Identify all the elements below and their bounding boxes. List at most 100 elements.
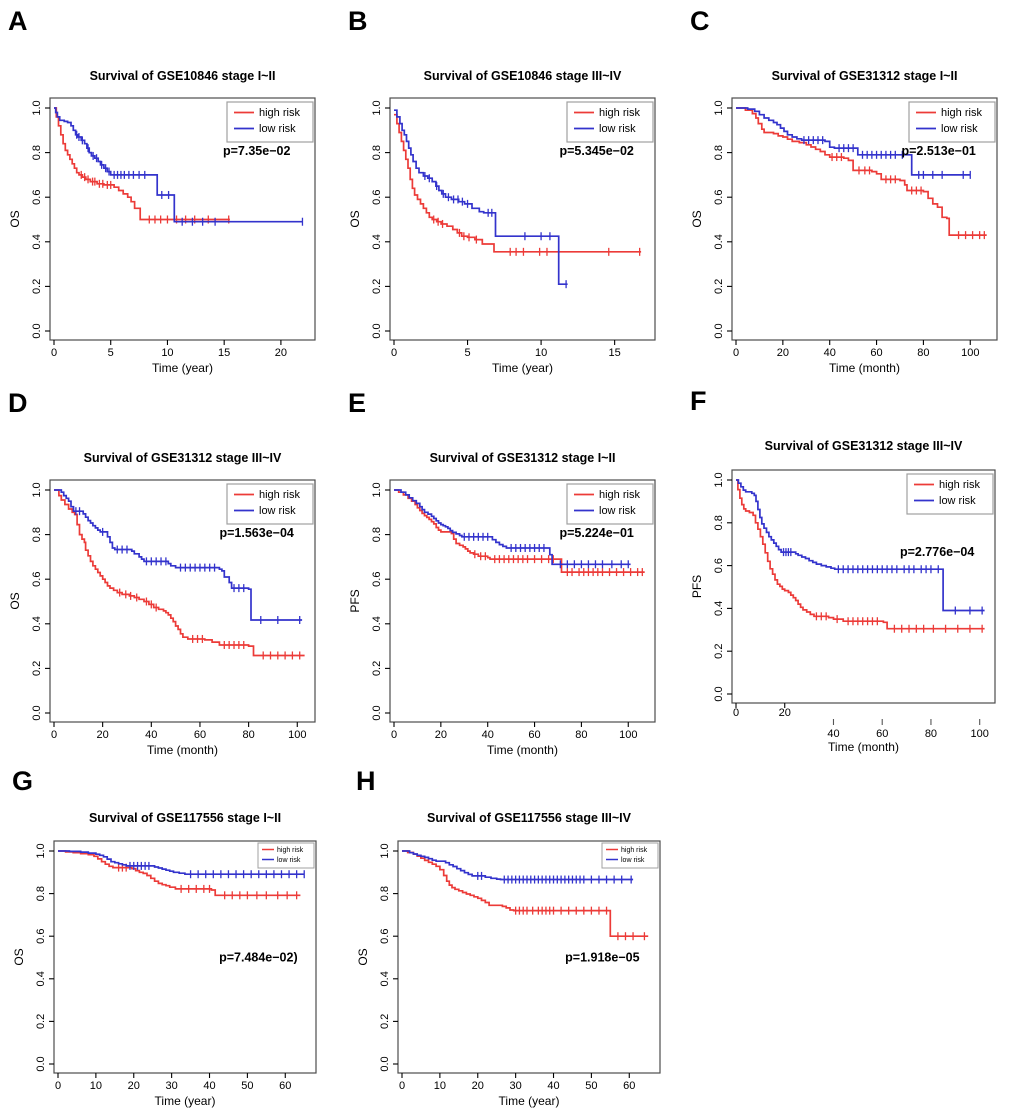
x-tick-label: 0	[51, 347, 57, 359]
y-axis-label: OS	[690, 210, 704, 227]
y-tick-label: 0.8	[713, 145, 725, 160]
km-curve-high-risk	[54, 107, 230, 221]
p-value-label: p=5.345e−02	[560, 144, 634, 158]
legend-label: low risk	[599, 505, 636, 517]
x-tick-label: 40	[145, 729, 157, 741]
x-tick-label: 20	[97, 729, 109, 741]
y-tick-label: 0.8	[31, 527, 43, 542]
x-tick-label: 10	[90, 1080, 102, 1092]
y-tick-label: 0.0	[713, 686, 725, 701]
km-curve-low-risk	[736, 107, 971, 176]
km-plot-h: Survival of GSE117556 stage III~IV 1.0 0.8…	[356, 811, 661, 1108]
y-tick-label: 1.0	[371, 482, 383, 497]
x-tick-label: 60	[623, 1080, 635, 1092]
y-tick-label: 0.6	[35, 929, 47, 944]
p-value-label: p=2.776e−04	[900, 545, 974, 559]
legend-box	[906, 473, 994, 515]
y-axis-label: OS	[8, 210, 22, 227]
y-axis-label: PFS	[348, 589, 362, 612]
x-tick-label: 80	[917, 347, 929, 359]
x-tick-label: 0	[55, 1080, 61, 1092]
plot-border	[731, 97, 998, 341]
plot-title: Survival of GSE31312 stage I~II	[772, 69, 958, 83]
p-value-label: p=1.563e−04	[220, 526, 294, 540]
x-axis-label: Time (year)	[499, 1094, 560, 1108]
legend-label: low risk	[939, 495, 976, 507]
x-tick-label: 80	[242, 729, 254, 741]
y-tick-label: 0.0	[31, 705, 43, 720]
plot-title: Survival of GSE117556 stage III~IV	[427, 811, 632, 825]
km-plot-d: Survival of GSE31312 stage III~IV 1.0 0.8 0…	[8, 451, 316, 757]
legend-label: high risk	[599, 107, 640, 119]
plot-title: Survival of GSE117556 stage I~II	[89, 811, 281, 825]
x-tick-label: 5	[464, 347, 470, 359]
x-tick-label: 0	[733, 347, 739, 359]
plot-border	[53, 840, 317, 1074]
km-curve-high-risk	[394, 489, 645, 573]
y-tick-label: 0.6	[31, 572, 43, 587]
x-tick-label: 60	[528, 729, 540, 741]
x-tick-label: 40	[547, 1080, 559, 1092]
y-tick-label: 1.0	[713, 472, 725, 487]
y-tick-label: 0.2	[379, 1014, 391, 1029]
plot-title: Survival of GSE10846 stage III~IV	[424, 69, 622, 83]
x-tick-label: 100	[961, 347, 979, 359]
legend-label: low risk	[259, 123, 296, 135]
y-tick-label: 0.0	[371, 323, 383, 338]
x-tick-label: 60	[279, 1080, 291, 1092]
x-tick-label: 10	[535, 347, 547, 359]
panel-h: H Survival of GSE117556 stage III~IV 1.0 0.…	[348, 760, 686, 1118]
y-tick-label: 0.6	[371, 190, 383, 205]
x-tick-label: 0	[399, 1080, 405, 1092]
x-tick-label: 30	[166, 1080, 178, 1092]
x-tick-label: 40	[482, 729, 494, 741]
y-tick-label: 1.0	[713, 100, 725, 115]
p-value-label: p=2.513e−01	[902, 144, 976, 158]
plot-title: Survival of GSE31312 stage III~IV	[765, 439, 963, 453]
plot-border	[49, 97, 316, 341]
km-curve-low-risk	[394, 109, 568, 286]
panel-c: C Survival of GSE31312 stage I~II 1.0 0.8 0.…	[682, 0, 1020, 380]
y-tick-label: 0.4	[371, 616, 383, 631]
x-tick-label: 20	[435, 729, 447, 741]
x-tick-label: 100	[288, 729, 306, 741]
panel-letter-h: H	[356, 766, 376, 796]
p-value-label: p=5.224e−01	[560, 526, 634, 540]
x-tick-label: 50	[241, 1080, 253, 1092]
legend-label: low risk	[599, 123, 636, 135]
x-tick-label: 100	[619, 729, 637, 741]
x-tick-label: 0	[51, 729, 57, 741]
panel-a: A Survival of GSE10846 stage I~II 1.0 0.8 0.…	[0, 0, 338, 380]
x-tick-label: 40	[203, 1080, 215, 1092]
panel-letter-b: B	[348, 6, 368, 36]
km-curve-low-risk	[58, 850, 305, 876]
legend-label: high risk	[621, 847, 648, 854]
panel-d: D Survival of GSE31312 stage III~IV 1.0 0.8…	[0, 382, 338, 762]
x-tick-label: 5	[108, 347, 114, 359]
x-tick-label: 0	[391, 729, 397, 741]
legend-box	[566, 483, 654, 525]
plot-border	[49, 479, 316, 723]
km-curve-low-risk	[402, 850, 634, 881]
y-tick-label: 0.4	[713, 601, 725, 616]
km-plot-e: Survival of GSE31312 stage I~II 1.0 0.8 0.6…	[348, 451, 656, 757]
y-tick-label: 0.8	[379, 886, 391, 901]
y-tick-label: 0.6	[379, 929, 391, 944]
panel-letter-c: C	[690, 6, 710, 36]
y-tick-label: 0.4	[371, 234, 383, 249]
km-plot-f: Survival of GSE31312 stage III~IV 1.0 0.8 0…	[690, 439, 996, 754]
panel-g: G Survival of GSE117556 stage I~II 1.0 0.8 0…	[4, 760, 342, 1118]
legend-label: high risk	[277, 847, 304, 854]
panel-letter-d: D	[8, 388, 28, 418]
y-tick-label: 0.2	[713, 279, 725, 294]
plot-border	[397, 840, 661, 1074]
legend-label: low risk	[941, 123, 978, 135]
legend-label: low risk	[621, 857, 645, 864]
y-tick-label: 0.4	[31, 234, 43, 249]
y-tick-label: 0.2	[31, 661, 43, 676]
y-tick-label: 1.0	[35, 843, 47, 858]
x-tick-label: 20	[128, 1080, 140, 1092]
x-tick-label: 20	[777, 347, 789, 359]
x-axis-label: Time (year)	[152, 361, 213, 375]
